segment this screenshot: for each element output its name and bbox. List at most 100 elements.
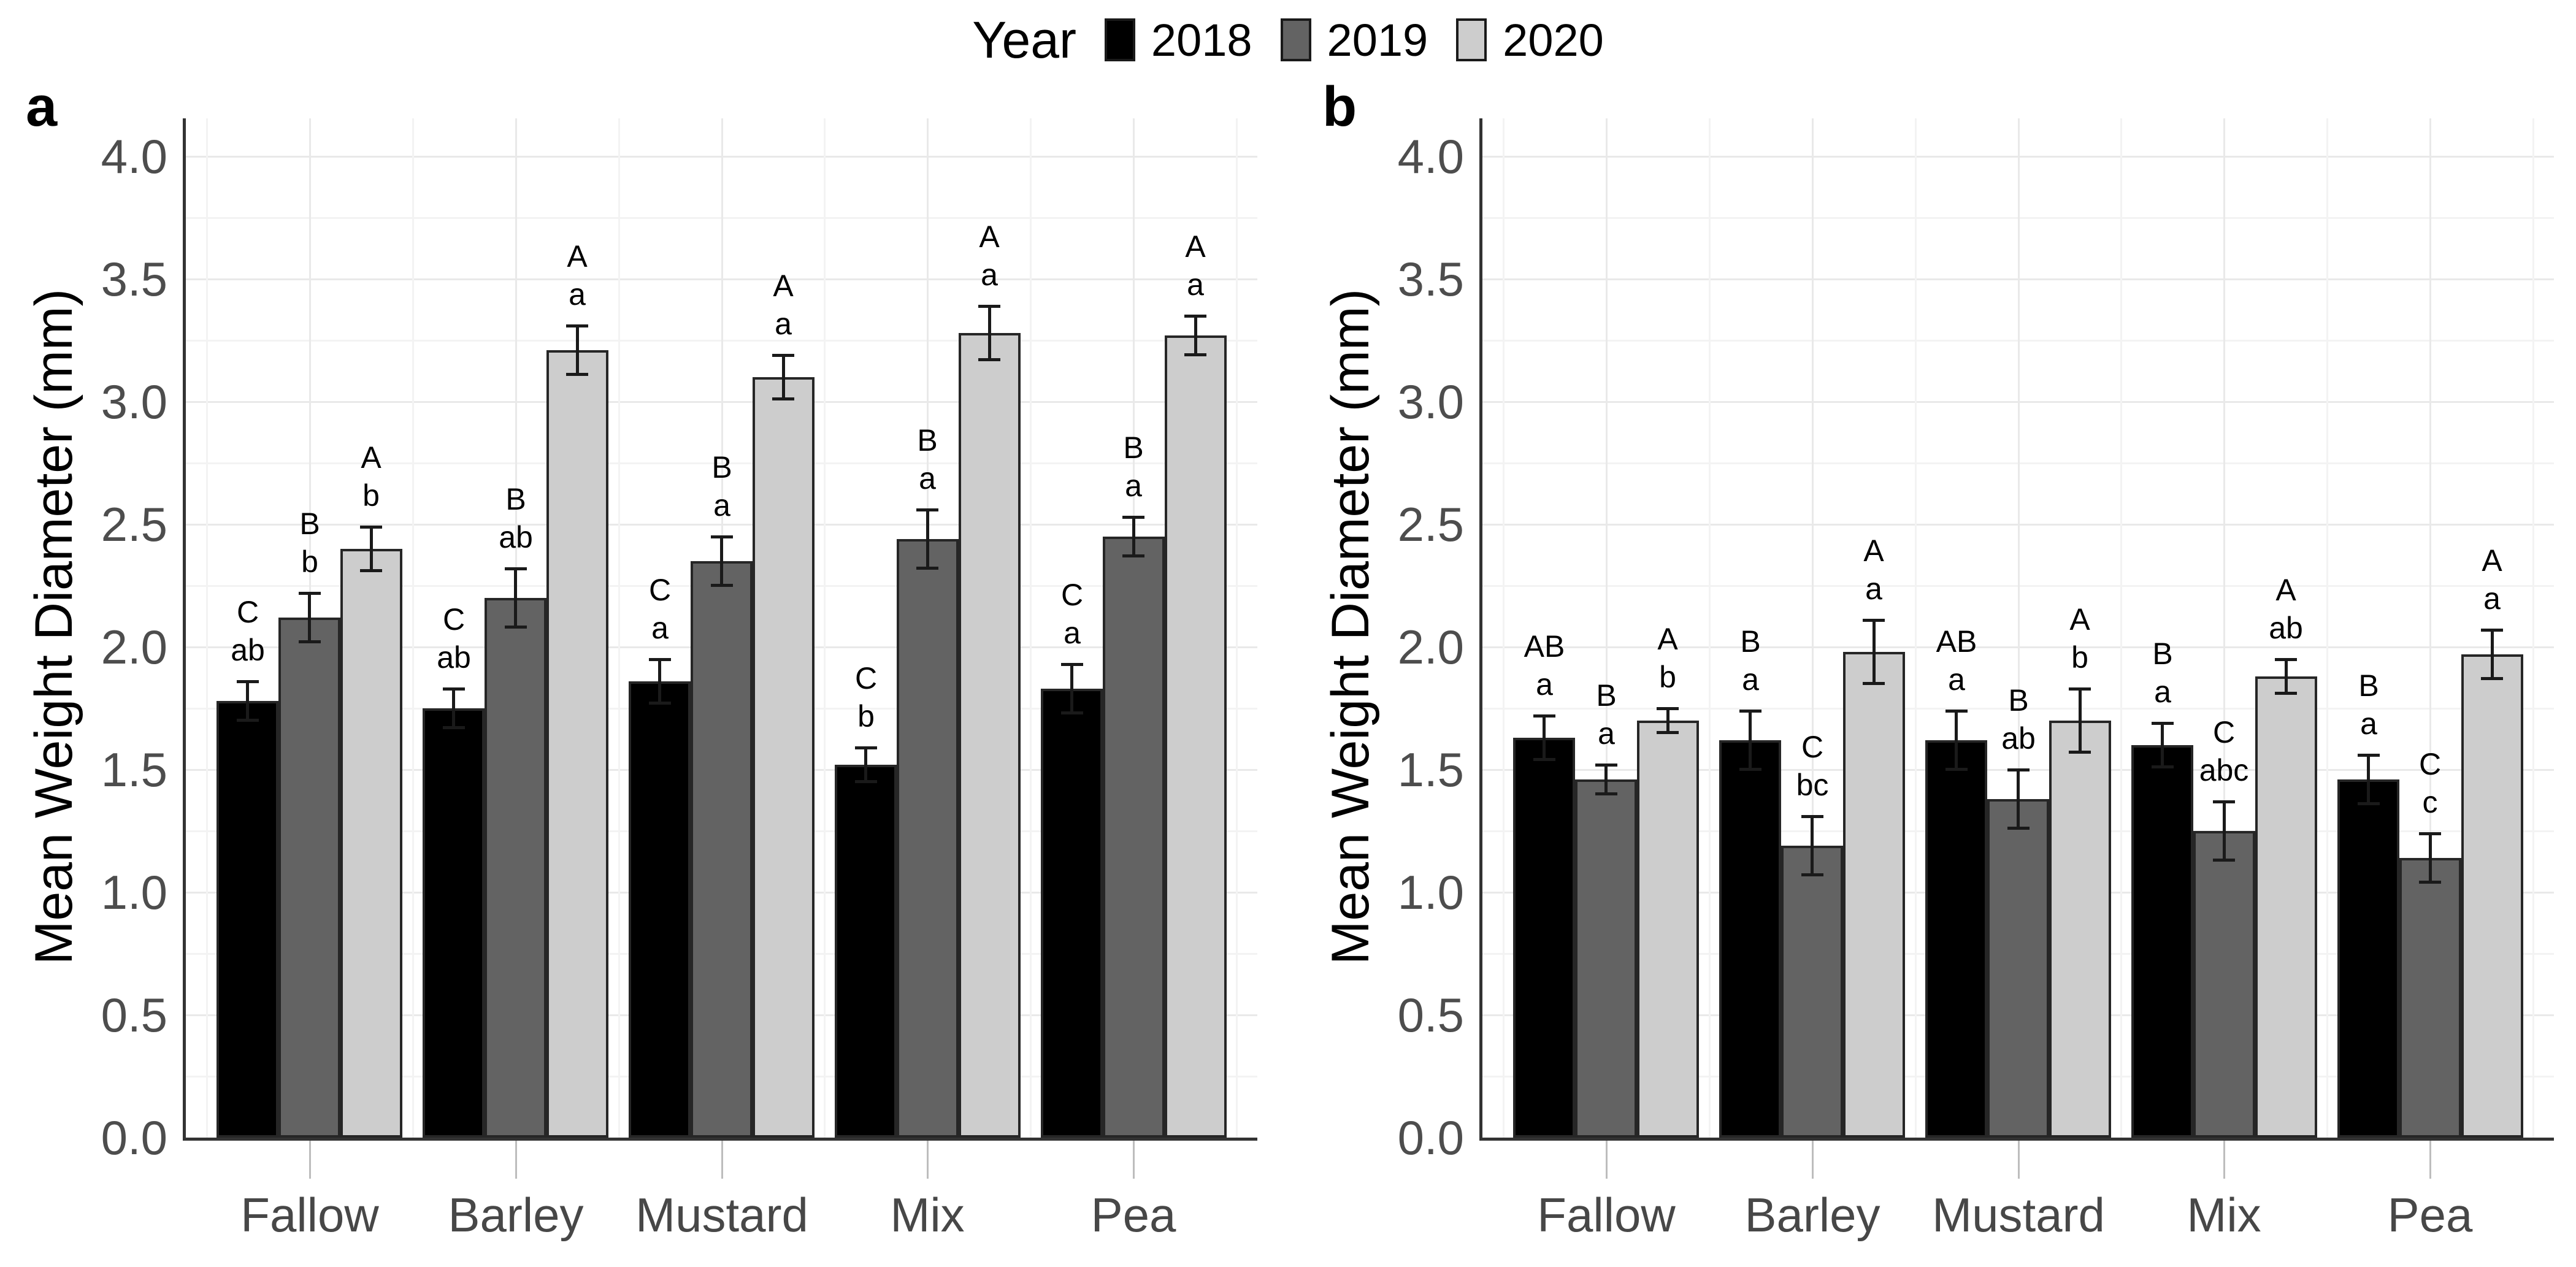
error-bar-cap-bottom: [443, 726, 465, 729]
x-category-label: Pea: [2387, 1188, 2473, 1242]
legend-title: Year: [972, 10, 1076, 69]
significance-letter-lower: a: [1187, 267, 1204, 302]
x-axis-line: [183, 1138, 1257, 1141]
significance-letter-upper: A: [2482, 543, 2502, 578]
bar-mustard-2018: [629, 681, 691, 1138]
error-bar-cap-bottom: [2007, 827, 2030, 830]
bar-barley-2019: [485, 598, 546, 1138]
error-bar-cap-bottom: [649, 702, 671, 705]
error-bar-cap-top: [978, 305, 1000, 308]
y-tick-label: 2.0: [1397, 620, 1464, 674]
x-tick-mark: [1606, 1141, 1608, 1179]
significance-letter-upper: A: [361, 440, 381, 475]
bar-mix-2018: [2131, 745, 2193, 1138]
bar-mustard-2020: [2049, 721, 2111, 1138]
y-tick-label: 2.0: [101, 620, 167, 674]
y-tick-label: 1.0: [1397, 865, 1464, 919]
error-bar-cap-bottom: [2275, 692, 2297, 695]
error-bar-line: [1811, 816, 1814, 875]
error-bar-cap-top: [1801, 815, 1823, 818]
x-category-label: Barley: [1744, 1188, 1880, 1242]
error-bar-line: [308, 593, 311, 642]
error-bar-line: [2079, 689, 2082, 752]
error-bar-cap-top: [2007, 768, 2030, 771]
error-bar-cap-top: [2481, 629, 2503, 632]
significance-letter-upper: AB: [1524, 629, 1565, 664]
error-bar-cap-bottom: [360, 569, 382, 572]
bar-fallow-2019: [278, 618, 340, 1138]
x-category-label: Mustard: [635, 1188, 808, 1242]
bar-barley-2018: [423, 708, 485, 1138]
significance-letter-lower: b: [301, 545, 318, 579]
bar-pea-2019: [2399, 858, 2461, 1138]
y-tick-label: 1.0: [101, 865, 167, 919]
y-tick-label: 3.0: [1397, 375, 1464, 429]
error-bar-cap-bottom: [505, 626, 527, 629]
panel-a-label: a: [26, 75, 58, 138]
significance-letter-upper: B: [1740, 624, 1761, 659]
error-bar-cap-bottom: [1739, 768, 1761, 771]
significance-letter-upper: C: [442, 602, 466, 637]
error-bar-cap-bottom: [2152, 765, 2174, 768]
significance-letter-lower: a: [1948, 662, 1965, 697]
bar-fallow-2019: [1575, 779, 1637, 1138]
significance-letter-lower: a: [919, 461, 936, 496]
error-bar-line: [1873, 620, 1876, 684]
significance-letter-lower: a: [1125, 469, 1142, 503]
error-bar-cap-top: [1184, 315, 1206, 318]
significance-letter-lower: a: [2154, 675, 2171, 709]
significance-letter-upper: C: [1801, 730, 1824, 764]
error-bar-cap-bottom: [978, 358, 1000, 361]
x-category-label: Mix: [2187, 1188, 2261, 1242]
error-bar-cap-bottom: [1122, 554, 1144, 557]
error-bar-line: [1749, 711, 1752, 770]
error-bar-cap-bottom: [2481, 677, 2503, 680]
error-bar-line: [1543, 716, 1546, 760]
x-category-label: Mix: [890, 1188, 965, 1242]
gridline-minor-v: [2120, 118, 2122, 1138]
significance-letter-upper: B: [2358, 668, 2379, 703]
error-bar-line: [1604, 765, 1608, 794]
x-tick-mark: [721, 1141, 723, 1179]
error-bar-cap-top: [1863, 619, 1885, 622]
error-bar-line: [1955, 711, 1958, 770]
error-bar-cap-top: [2213, 800, 2235, 803]
significance-letter-lower: a: [1064, 616, 1081, 650]
error-bar-cap-bottom: [2069, 751, 2091, 754]
y-tick-label: 4.0: [101, 129, 167, 183]
bar-fallow-2018: [217, 701, 278, 1138]
significance-letter-upper: A: [2069, 602, 2090, 637]
significance-letter-lower: a: [775, 307, 792, 341]
x-tick-mark: [1812, 1141, 1814, 1179]
error-bar-line: [2491, 630, 2494, 679]
error-bar-line: [988, 306, 991, 360]
significance-letter-upper: B: [1123, 431, 1144, 465]
error-bar-cap-top: [2152, 722, 2174, 725]
error-bar-line: [452, 689, 455, 728]
gridline-minor-v: [1236, 118, 1238, 1138]
bar-mustard-2019: [1987, 799, 2049, 1138]
error-bar-cap-top: [2275, 658, 2297, 661]
significance-letter-lower: b: [1659, 660, 1676, 694]
error-bar-cap-bottom: [299, 640, 321, 643]
significance-letter-lower: a: [1742, 662, 1759, 697]
gridline-minor-v: [824, 118, 826, 1138]
y-tick-label: 0.0: [101, 1111, 167, 1165]
gridline-major-v: [1812, 118, 1814, 1138]
significance-letter-lower: a: [569, 277, 586, 312]
error-bar-line: [246, 681, 249, 721]
legend-swatch-2019-icon: [1280, 18, 1311, 61]
legend-item-2020: 2020: [1456, 14, 1604, 66]
significance-letter-lower: a: [2360, 706, 2377, 741]
